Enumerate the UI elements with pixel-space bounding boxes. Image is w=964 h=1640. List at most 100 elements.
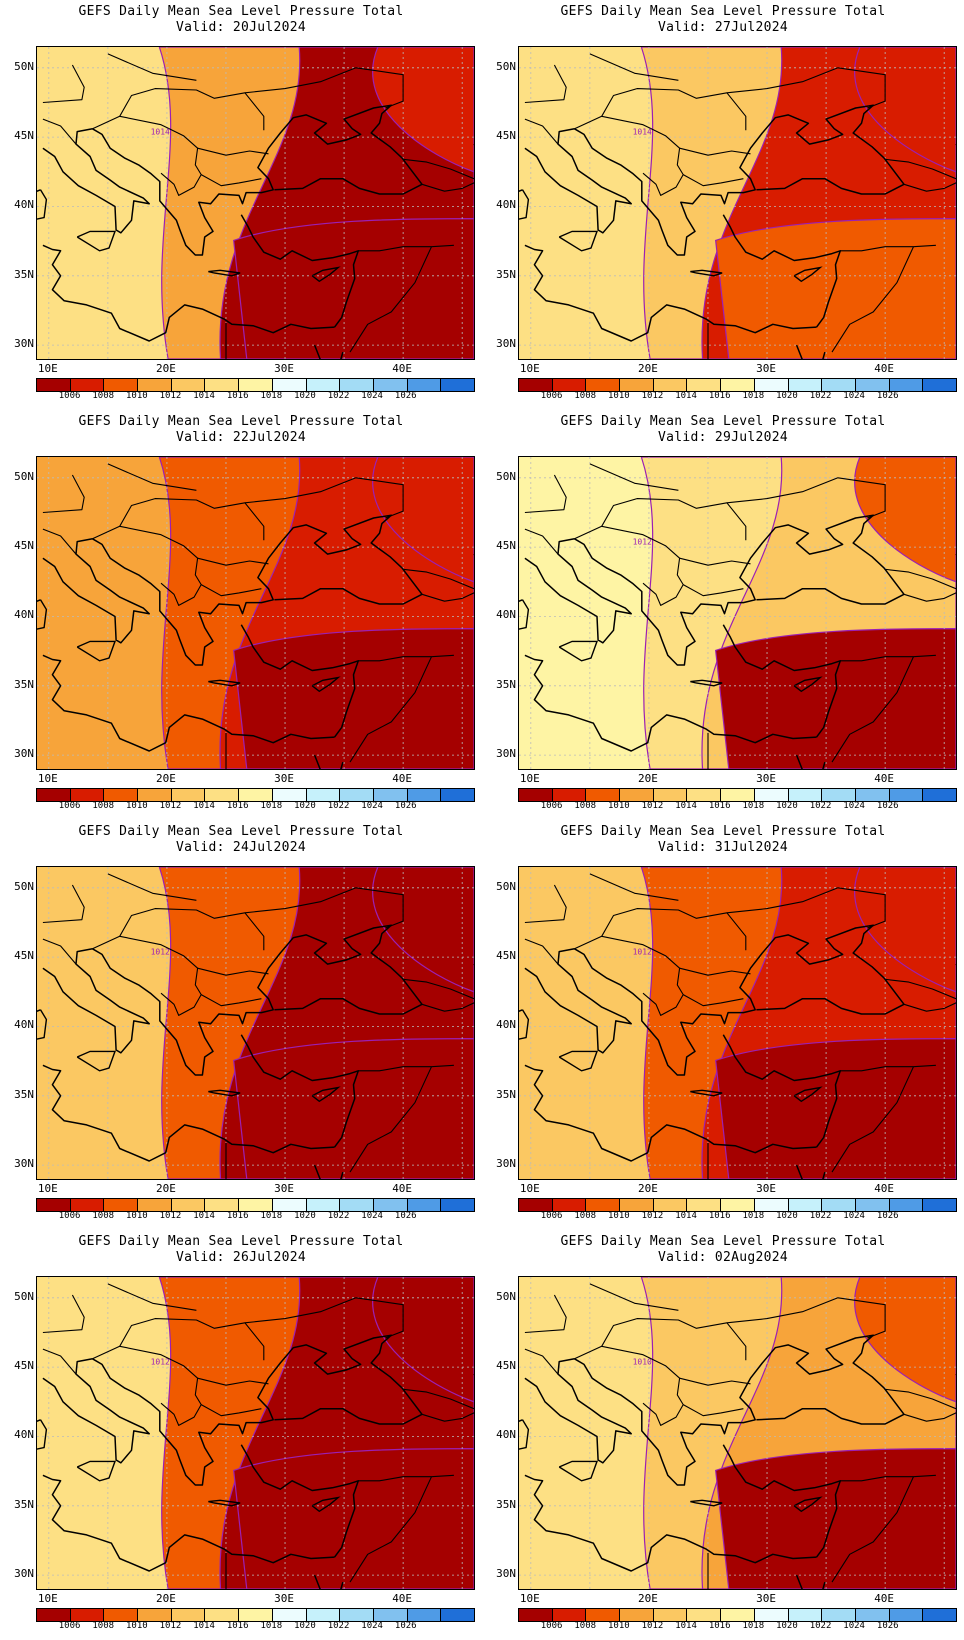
lat-tick-label: 40N: [14, 608, 34, 622]
coastlines: [524, 1334, 956, 1589]
colorbar-label: 1016: [708, 391, 731, 401]
country-borders: [524, 463, 956, 769]
map-panel-p2: GEFS Daily Mean Sea Level Pressure Total…: [482, 0, 964, 410]
colorbar-label: 1026: [876, 1621, 899, 1631]
colorbar-label: 1006: [540, 391, 563, 401]
colorbar-label: 1016: [708, 1211, 731, 1221]
colorbar-label: 1014: [193, 1621, 215, 1631]
colorbar-swatch: [272, 789, 307, 801]
colorbar-swatch: [205, 1199, 240, 1211]
colorbar: [518, 1608, 957, 1622]
map-panel-p1: GEFS Daily Mean Sea Level Pressure Total…: [0, 0, 482, 410]
pressure-field-northeast: [372, 1277, 474, 1403]
colorbar-swatch: [37, 789, 71, 801]
pressure-field-northeast: [372, 457, 474, 583]
lat-tick-label: 50N: [14, 59, 34, 73]
colorbar-swatch: [620, 789, 654, 801]
lat-tick-label: 35N: [14, 677, 34, 691]
colorbar-swatch: [754, 1199, 789, 1211]
colorbar-label: 1008: [92, 801, 115, 811]
colorbar-swatch: [855, 789, 890, 801]
colorbar-label: 1010: [608, 1621, 630, 1631]
pressure-map: [36, 456, 475, 770]
map-panel-p6: GEFS Daily Mean Sea Level Pressure Total…: [482, 820, 964, 1230]
lon-tick-label: 40E: [874, 362, 895, 375]
colorbar-swatch: [721, 789, 755, 801]
country-borders: [524, 53, 956, 359]
colorbar-swatch: [104, 789, 139, 801]
islands: [519, 1009, 823, 1103]
colorbar-swatch: [272, 379, 307, 391]
lat-tick-label: 40N: [14, 1428, 34, 1442]
colorbar-label: 1024: [361, 1211, 383, 1221]
colorbar-swatch: [104, 1609, 139, 1621]
panel-valid-date: Valid: 24Jul2024: [175, 840, 307, 855]
colorbar-label: 1026: [394, 1211, 417, 1221]
lat-tick-label: 40N: [496, 608, 516, 622]
lon-tick-label: 30E: [274, 362, 294, 375]
colorbar-swatch: [441, 1609, 474, 1621]
panel-title: GEFS Daily Mean Sea Level Pressure Total: [560, 1234, 886, 1249]
map-panel-p5: GEFS Daily Mean Sea Level Pressure Total…: [0, 820, 482, 1230]
lat-tick-label: 35N: [496, 677, 516, 691]
colorbar-label: 1026: [876, 391, 899, 401]
colorbar-label: 1006: [540, 801, 563, 811]
colorbar-label: 1016: [226, 801, 249, 811]
colorbar-label: 1014: [193, 801, 215, 811]
lon-tick-label: 10E: [37, 772, 58, 785]
lon-tick-label: 30E: [274, 1182, 294, 1195]
colorbar-swatch: [171, 1609, 206, 1621]
lon-tick-label: 40E: [874, 1592, 895, 1605]
lat-tick-label: 30N: [496, 1567, 516, 1581]
colorbar-label: 1008: [92, 391, 115, 401]
colorbar-label: 1014: [675, 1211, 697, 1221]
colorbar-swatch: [687, 789, 722, 801]
pressure-field-northeast: [372, 867, 474, 993]
map-panel-p3: GEFS Daily Mean Sea Level Pressure Total…: [0, 410, 482, 820]
colorbar-label: 1020: [776, 1211, 798, 1221]
colorbar-swatch: [373, 1609, 408, 1621]
lon-tick-label: 20E: [155, 1592, 176, 1605]
lon-tick-label: 20E: [637, 362, 658, 375]
lat-tick-label: 45N: [14, 949, 34, 963]
pressure-map: 1012: [518, 866, 957, 1180]
colorbar-swatch: [754, 379, 789, 391]
colorbar-swatch: [138, 1199, 172, 1211]
lon-tick-label: 30E: [756, 362, 776, 375]
colorbar-swatch: [373, 1199, 408, 1211]
colorbar-label: 1020: [294, 391, 316, 401]
colorbar-swatch: [171, 789, 206, 801]
country-borders: [524, 1283, 956, 1589]
colorbar-swatch: [519, 789, 553, 801]
pressure-map: 1012: [36, 866, 475, 1180]
map-panel-p8: GEFS Daily Mean Sea Level Pressure Total…: [482, 1230, 964, 1640]
lon-tick-label: 30E: [756, 772, 776, 785]
colorbar-swatch: [373, 789, 408, 801]
colorbar-label: 1018: [260, 1211, 283, 1221]
colorbar: [518, 378, 957, 392]
pressure-field-northeast: [854, 47, 956, 173]
lat-tick-label: 40N: [14, 198, 34, 212]
colorbar-swatch: [407, 1199, 442, 1211]
colorbar-label: 1020: [294, 1621, 316, 1631]
colorbar-swatch: [620, 1199, 654, 1211]
lat-tick-label: 30N: [496, 747, 516, 761]
isobar-label: 1012: [633, 537, 652, 546]
colorbar-label: 1016: [226, 1211, 249, 1221]
colorbar-swatch: [70, 789, 105, 801]
colorbar-swatch: [889, 379, 924, 391]
colorbar-swatch: [340, 1199, 374, 1211]
colorbar-label: 1008: [574, 1211, 597, 1221]
gridlines: [37, 47, 474, 359]
isobar-label: 1012: [151, 1357, 170, 1366]
colorbar-swatch: [306, 1199, 341, 1211]
colorbar-swatch: [889, 1609, 924, 1621]
islands: [37, 1419, 341, 1513]
panel-title: GEFS Daily Mean Sea Level Pressure Total: [78, 824, 404, 839]
colorbar-label: 1024: [843, 1621, 865, 1631]
colorbar-label: 1014: [675, 391, 697, 401]
colorbar-label: 1014: [193, 391, 215, 401]
country-borders: [524, 873, 956, 1179]
panel-valid-date: Valid: 22Jul2024: [175, 430, 307, 445]
pressure-map-svg: 1012: [37, 1277, 474, 1589]
